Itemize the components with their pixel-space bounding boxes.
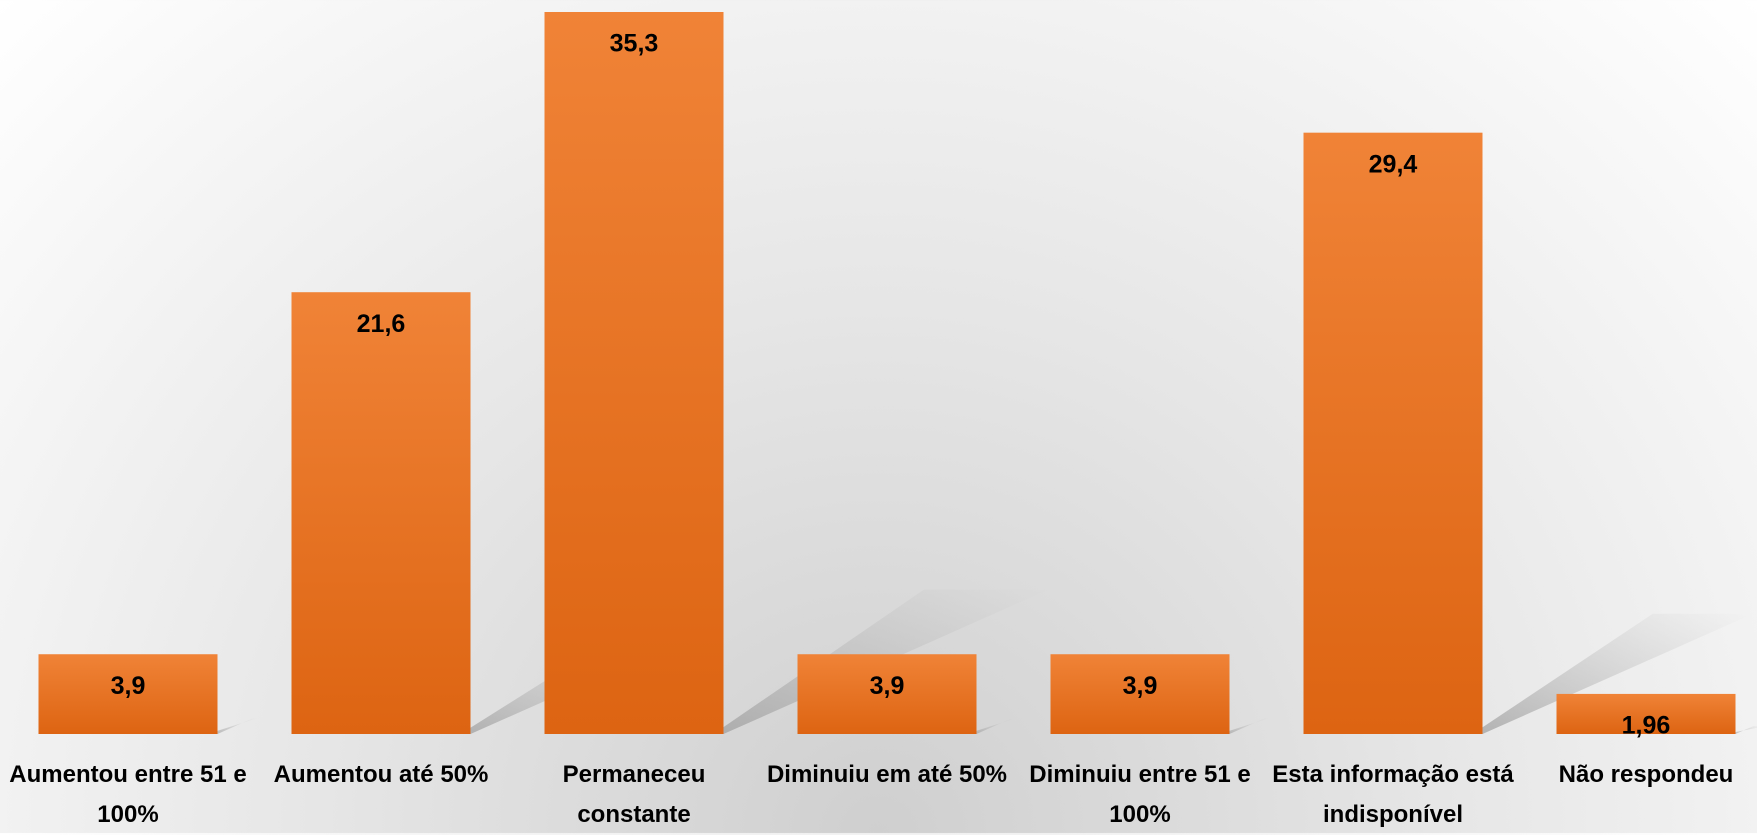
x-tick-label: Aumentou até 50% — [255, 755, 507, 795]
data-label: 3,9 — [1123, 672, 1158, 700]
data-label: 3,9 — [870, 672, 905, 700]
data-label: 35,3 — [610, 30, 659, 58]
data-label: 21,6 — [357, 310, 406, 338]
x-tick-label: Não respondeu — [1520, 755, 1757, 795]
data-label: 1,96 — [1622, 712, 1671, 740]
data-label: 29,4 — [1369, 150, 1418, 178]
x-tick-label: Diminuiu em até 50% — [761, 755, 1013, 795]
bar — [1304, 133, 1483, 734]
data-label: 3,9 — [111, 672, 146, 700]
x-tick-label: Aumentou entre 51 e 100% — [2, 755, 254, 835]
x-tick-label: Permaneceu constante — [508, 755, 760, 835]
x-tick-label: Esta informação está indisponível — [1267, 755, 1519, 835]
x-tick-label: Diminuiu entre 51 e 100% — [1014, 755, 1266, 835]
bar — [545, 12, 724, 734]
bar — [292, 292, 471, 734]
